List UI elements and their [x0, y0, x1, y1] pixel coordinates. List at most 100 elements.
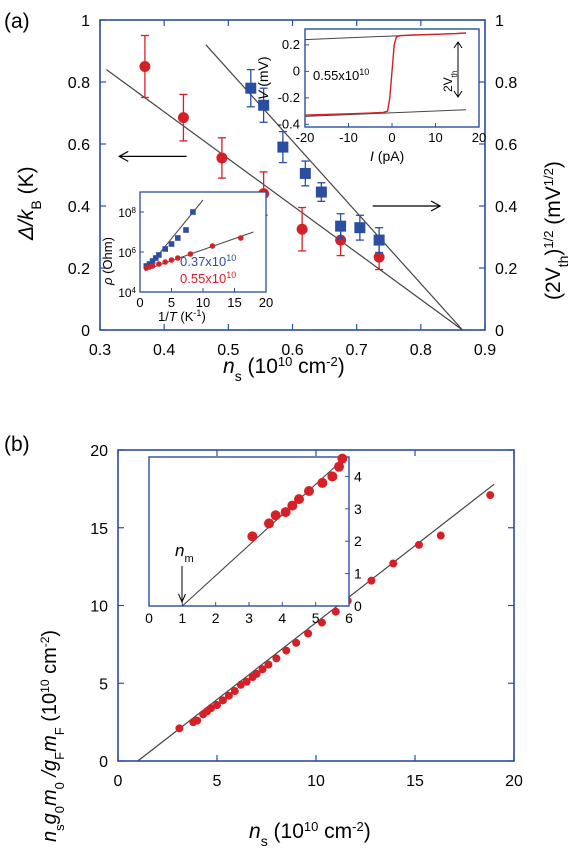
inset-point-blue [146, 261, 153, 267]
panel-a-xlabel: ns (1010 cm-2) [223, 354, 345, 385]
inset-x-tick-label: 5 [168, 295, 175, 310]
inset-x-tick-label: 0 [388, 130, 395, 145]
panel-b-ylabel: nsg0m0 /gFmF (1010 cm-2) [38, 630, 67, 842]
inset-low-density-frame [148, 456, 350, 607]
inset-x-tick-label: 2 [212, 610, 220, 626]
data-point [242, 677, 251, 686]
inset-data-point [304, 486, 314, 497]
data-point [414, 540, 423, 549]
panel-a-ticks: 0.3 0.4 0.5 0.6 0.7 0.8 0.900.20.40.60.8100.20… [68, 13, 518, 359]
data-point [367, 576, 376, 585]
data-point [218, 696, 227, 705]
x-tick-label: 0.4 [153, 342, 175, 359]
inset-y-tick-label: 108 [118, 206, 136, 221]
data-point [436, 531, 445, 540]
x-tick-label: 15 [406, 773, 424, 790]
data-point [331, 607, 340, 616]
data-point-blue [315, 186, 327, 198]
inset-point-red [168, 257, 175, 263]
data-point [264, 660, 273, 669]
inset-data-point [334, 461, 344, 472]
guide-line [304, 109, 466, 117]
y-tick-label-left: 0.2 [68, 261, 90, 278]
y-tick-label-right: 0.4 [495, 199, 517, 216]
fit-line [106, 69, 463, 331]
inset-point-blue [149, 258, 156, 264]
inset-y-tick-label: 3 [354, 501, 362, 517]
fit-line [137, 483, 495, 762]
inset-x-tick-label: 15 [227, 295, 241, 310]
inset-resistivity-frame [139, 191, 267, 293]
x-tick-label: 0.7 [346, 342, 368, 359]
inset-x-tick-label: 3 [245, 610, 253, 626]
inset-v-i-ylabel: V (mV) [255, 56, 271, 100]
inset-point-blue [175, 235, 181, 241]
inset-x-tick-label: 4 [278, 610, 286, 626]
inset-y-tick-label: 0 [293, 63, 300, 78]
inset-x-tick-label: 0 [145, 610, 153, 626]
inset-point-blue [152, 255, 159, 261]
data-point-red [335, 234, 347, 246]
y-tick-label-right: 0.2 [495, 261, 517, 278]
data-point-blue [354, 222, 366, 234]
data-point-blue [245, 82, 257, 94]
inset-data-point [280, 507, 291, 518]
inset-resistivity-points [143, 209, 244, 271]
inset-y-tick-label: 1 [354, 566, 362, 582]
inset-v-i-ticks: -20 -10 0 10 20 0.2 0 -0.2 -0.4 [278, 37, 487, 145]
inset-x-tick-label: 10 [196, 295, 210, 310]
inset-x-tick-label: 1 [178, 610, 186, 626]
inset-point-red [175, 255, 181, 261]
data-point [258, 665, 267, 674]
data-point-blue [277, 141, 289, 153]
arrow-head [118, 150, 129, 162]
data-point [230, 687, 239, 696]
x-tick-label: 5 [213, 773, 222, 790]
inset-resistivity: 0 5 10 15 20 104 106 108 0.37x1010 0.55x1010 1/… [100, 191, 273, 324]
inset-low-density-points [247, 453, 348, 542]
data-point [224, 691, 233, 700]
panel-a-ylabel-left: Δ/kB (K) [15, 166, 44, 241]
inset-x-tick-label: -10 [339, 130, 358, 145]
inset-y-tick-label: -0.2 [278, 90, 300, 105]
inset-point-red [187, 251, 194, 257]
arrow-head [430, 200, 442, 212]
inset-point-blue [183, 227, 189, 233]
data-point-blue [373, 234, 385, 246]
inset-data-point [270, 510, 281, 521]
panel-b-fit-lines [137, 483, 495, 762]
x-tick-label: 0.3 [89, 342, 111, 359]
panel-a-arrows [118, 150, 442, 212]
data-point-red [139, 61, 151, 72]
y-tick-label-right: 1 [495, 13, 504, 30]
data-point-red [296, 223, 308, 235]
data-point [486, 491, 495, 500]
panel-a-ylabel-right: (2Vth)1/2 (mV1/2) [541, 161, 572, 300]
inset-nm-label: nm [175, 541, 194, 565]
inset-y-tick-label: 106 [118, 246, 136, 261]
inset-point-blue [156, 252, 162, 258]
x-tick-label: 0 [114, 773, 123, 790]
inset-x-tick-label: 20 [472, 130, 486, 145]
y-tick-label: 0 [99, 754, 108, 771]
data-point [389, 559, 398, 568]
y-tick-label-right: 0.6 [495, 137, 517, 154]
inset-data-point [327, 471, 338, 482]
data-point [213, 701, 221, 710]
x-tick-label: 20 [505, 773, 523, 790]
y-tick-label-left: 0.8 [68, 75, 90, 92]
data-point-blue [258, 99, 270, 111]
y-tick-label-left: 0 [81, 323, 90, 340]
data-point-red [177, 112, 189, 124]
y-tick-label-right: 0.8 [495, 75, 517, 92]
inset-y-tick-label: 4 [354, 468, 362, 484]
inset-x-tick-label: 5 [312, 610, 320, 626]
inset-y-tick-label: 104 [118, 286, 136, 301]
panel-label-a: (a) [4, 10, 30, 33]
inset-v-i-threshold-label: 2Vth [441, 71, 459, 92]
y-tick-label-left: 0.6 [68, 137, 90, 154]
x-tick-label: 0.5 [217, 342, 239, 359]
v-i-curve [304, 32, 467, 116]
